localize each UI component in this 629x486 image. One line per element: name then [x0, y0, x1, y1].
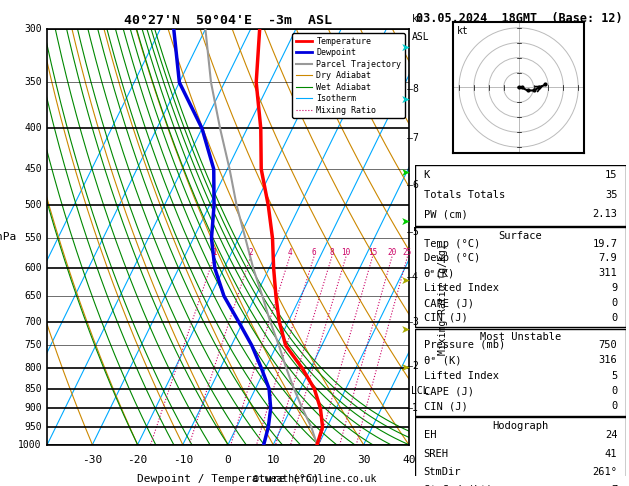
- Text: kt: kt: [457, 26, 469, 36]
- Text: 950: 950: [24, 422, 42, 432]
- Text: 500: 500: [24, 200, 42, 210]
- Text: θᵉ(K): θᵉ(K): [423, 268, 455, 278]
- Text: 800: 800: [24, 363, 42, 373]
- Text: 40: 40: [402, 455, 416, 465]
- Text: 6: 6: [312, 248, 316, 257]
- Text: 7: 7: [412, 133, 418, 143]
- Text: 650: 650: [24, 291, 42, 301]
- Text: 8: 8: [330, 248, 334, 257]
- Text: 10: 10: [267, 455, 280, 465]
- Text: ➤: ➤: [401, 326, 410, 335]
- Text: 5: 5: [412, 227, 418, 237]
- Text: 0: 0: [611, 401, 618, 411]
- Text: 350: 350: [24, 77, 42, 87]
- Text: km: km: [412, 14, 424, 24]
- Text: 450: 450: [24, 164, 42, 174]
- Text: 0: 0: [611, 313, 618, 323]
- Text: 4: 4: [412, 273, 418, 282]
- Text: CIN (J): CIN (J): [423, 313, 467, 323]
- Text: ➤: ➤: [401, 276, 410, 286]
- Text: 8: 8: [412, 84, 418, 94]
- Text: Lifted Index: Lifted Index: [423, 283, 499, 293]
- Text: 20: 20: [312, 455, 325, 465]
- Text: 900: 900: [24, 403, 42, 413]
- Text: 750: 750: [24, 340, 42, 350]
- Text: 1: 1: [412, 402, 418, 413]
- Text: Temp (°C): Temp (°C): [423, 239, 480, 249]
- Text: -10: -10: [173, 455, 193, 465]
- Text: K: K: [423, 170, 430, 180]
- Text: 41: 41: [605, 449, 618, 458]
- Text: ➤: ➤: [401, 363, 410, 373]
- Text: 10: 10: [342, 248, 350, 257]
- Text: SREH: SREH: [423, 449, 448, 458]
- Text: 750: 750: [599, 340, 618, 350]
- Text: Lifted Index: Lifted Index: [423, 371, 499, 381]
- Text: CAPE (J): CAPE (J): [423, 386, 474, 396]
- Text: StmDir: StmDir: [423, 467, 461, 477]
- Text: 2.13: 2.13: [593, 209, 618, 220]
- Text: 15: 15: [368, 248, 377, 257]
- Text: 19.7: 19.7: [593, 239, 618, 249]
- Text: 1: 1: [212, 248, 216, 257]
- Text: 300: 300: [24, 24, 42, 34]
- Text: 03.05.2024  18GMT  (Base: 12): 03.05.2024 18GMT (Base: 12): [416, 12, 623, 25]
- Text: © weatheronline.co.uk: © weatheronline.co.uk: [253, 473, 376, 484]
- Text: θᵉ (K): θᵉ (K): [423, 355, 461, 365]
- Text: 316: 316: [599, 355, 618, 365]
- Text: 0: 0: [611, 386, 618, 396]
- Text: CAPE (J): CAPE (J): [423, 298, 474, 308]
- Text: ➤: ➤: [401, 217, 410, 227]
- Text: Mixing Ratio (g/kg): Mixing Ratio (g/kg): [438, 243, 448, 355]
- Text: Totals Totals: Totals Totals: [423, 190, 505, 200]
- Text: 311: 311: [599, 268, 618, 278]
- Text: Most Unstable: Most Unstable: [480, 332, 561, 342]
- Text: 35: 35: [605, 190, 618, 200]
- Text: 850: 850: [24, 383, 42, 394]
- Text: -30: -30: [82, 455, 103, 465]
- Text: 9: 9: [611, 283, 618, 293]
- Text: LCL: LCL: [411, 385, 429, 396]
- Text: CIN (J): CIN (J): [423, 401, 467, 411]
- Text: 5: 5: [611, 371, 618, 381]
- Text: 15: 15: [605, 170, 618, 180]
- Text: 4: 4: [287, 248, 292, 257]
- Legend: Temperature, Dewpoint, Parcel Trajectory, Dry Adiabat, Wet Adiabat, Isotherm, Mi: Temperature, Dewpoint, Parcel Trajectory…: [292, 34, 404, 118]
- Text: Surface: Surface: [499, 231, 542, 241]
- Text: Pressure (mb): Pressure (mb): [423, 340, 505, 350]
- Text: 700: 700: [24, 316, 42, 327]
- Text: 0: 0: [611, 298, 618, 308]
- Text: 550: 550: [24, 233, 42, 243]
- Text: ➤: ➤: [401, 168, 410, 177]
- Text: PW (cm): PW (cm): [423, 209, 467, 220]
- Text: 2: 2: [248, 248, 253, 257]
- Text: 6: 6: [412, 180, 418, 190]
- Title: 40°27'N  50°04'E  -3m  ASL: 40°27'N 50°04'E -3m ASL: [124, 14, 332, 27]
- Text: ➤: ➤: [401, 95, 410, 105]
- Text: Hodograph: Hodograph: [493, 421, 548, 431]
- Text: EH: EH: [423, 430, 436, 440]
- Text: 1000: 1000: [18, 440, 42, 450]
- Text: 2: 2: [412, 361, 418, 370]
- Text: 600: 600: [24, 263, 42, 274]
- Text: 24: 24: [605, 430, 618, 440]
- Text: 30: 30: [357, 455, 370, 465]
- Text: 25: 25: [403, 248, 412, 257]
- Text: 261°: 261°: [593, 467, 618, 477]
- Text: 400: 400: [24, 123, 42, 134]
- Text: ASL: ASL: [412, 32, 430, 42]
- Text: -20: -20: [128, 455, 148, 465]
- Text: 0: 0: [225, 455, 231, 465]
- Text: 3: 3: [412, 317, 418, 327]
- Text: hPa: hPa: [0, 232, 16, 242]
- Text: Dewpoint / Temperature (°C): Dewpoint / Temperature (°C): [137, 474, 319, 484]
- Text: 7.9: 7.9: [599, 254, 618, 263]
- Text: Dewp (°C): Dewp (°C): [423, 254, 480, 263]
- Text: 20: 20: [387, 248, 397, 257]
- Text: ➤: ➤: [401, 43, 410, 53]
